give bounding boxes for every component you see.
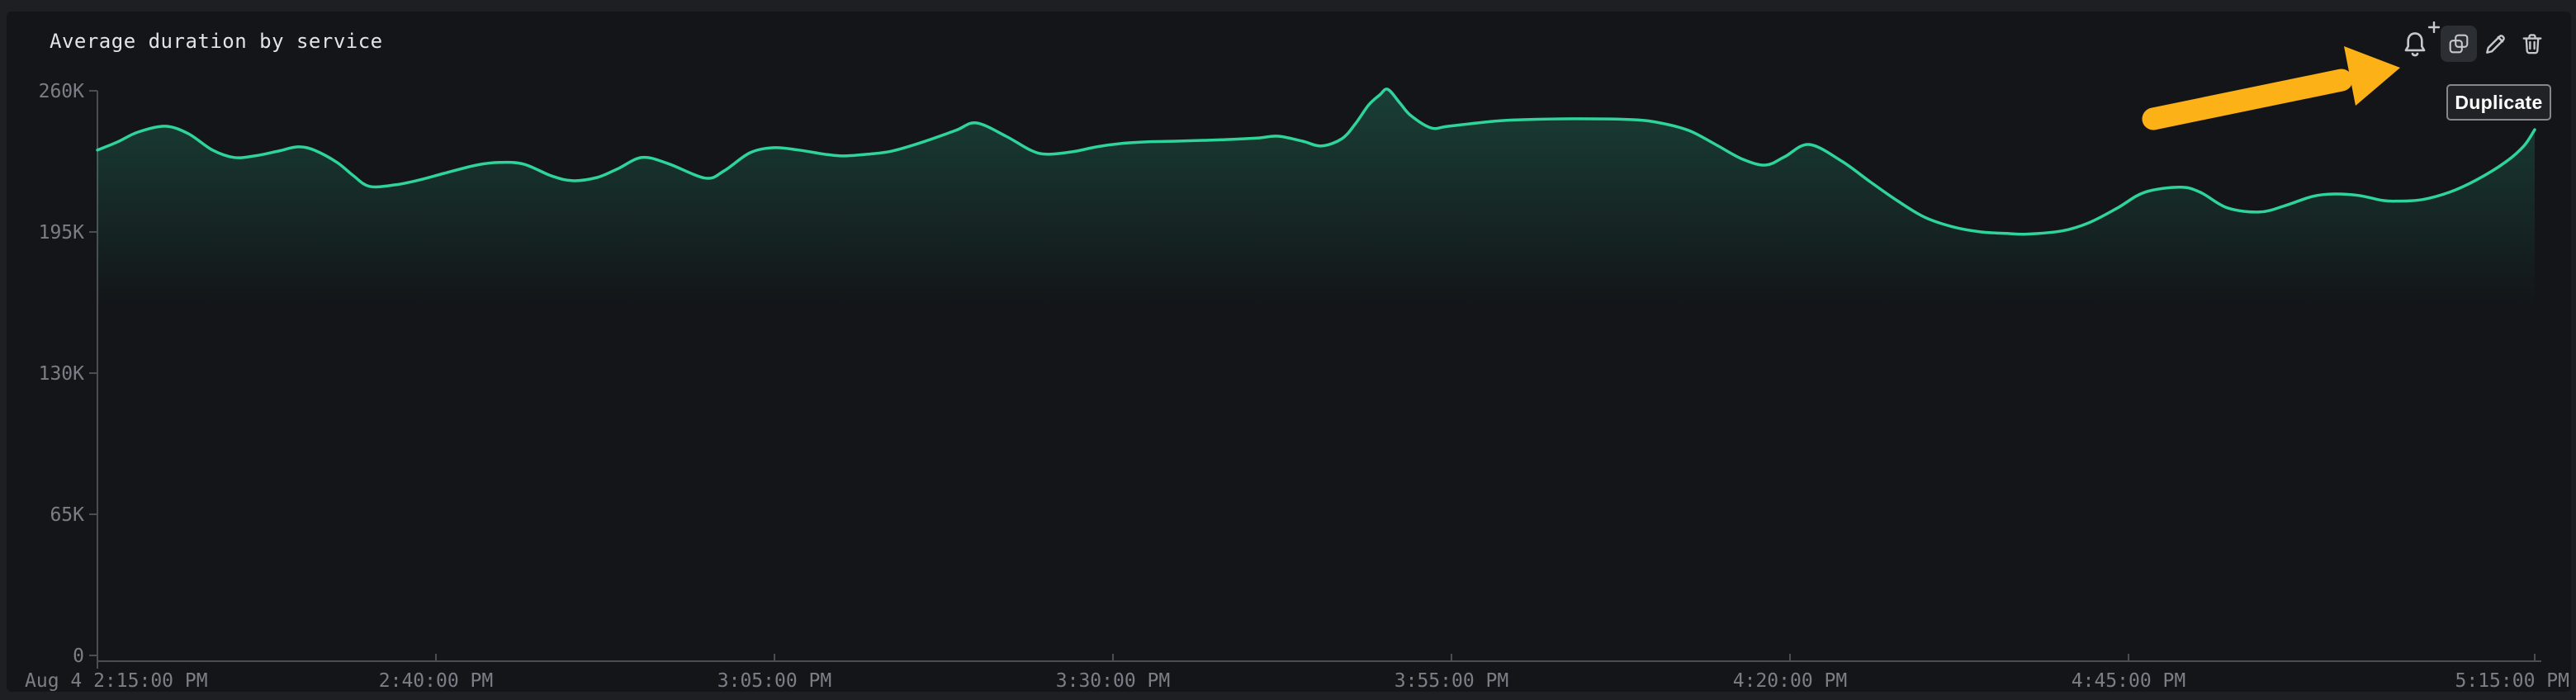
add-alert-button[interactable] <box>2398 28 2432 61</box>
pencil-icon <box>2486 35 2505 54</box>
x-axis-label: 3:30:00 PM <box>1056 670 1170 692</box>
x-axis-label: 4:20:00 PM <box>1733 670 1847 692</box>
duplicate-button[interactable] <box>2441 26 2477 62</box>
widget-title: Average duration by service <box>50 30 383 53</box>
y-axis-label: 130K <box>39 363 85 385</box>
y-axis-label: 0 <box>73 646 84 667</box>
x-axis-label: 5:15:00 PM <box>2455 670 2569 692</box>
series-line <box>96 88 2536 236</box>
edit-button[interactable] <box>2484 31 2508 56</box>
x-axis-label: 3:55:00 PM <box>1395 670 1508 692</box>
x-axis-label: 3:05:00 PM <box>717 670 831 692</box>
x-axis-label: 4:45:00 PM <box>2072 670 2185 692</box>
bell-icon <box>2404 32 2426 57</box>
tooltip-label: Duplicate <box>2455 91 2543 113</box>
series-area-glow <box>97 88 2535 348</box>
delete-button[interactable] <box>2520 31 2545 56</box>
duplicate-icon <box>2449 34 2469 54</box>
y-axis-label: 65K <box>50 504 84 526</box>
x-axis-label: 2:40:00 PM <box>379 670 493 692</box>
x-axis-label: Aug 4 2:15:00 PM <box>25 670 208 692</box>
duplicate-tooltip: Duplicate <box>2446 84 2551 121</box>
y-axis-label: 195K <box>39 222 85 244</box>
y-axis-label: 260K <box>39 81 85 102</box>
plus-icon <box>2428 21 2440 33</box>
trash-icon <box>2522 34 2542 54</box>
